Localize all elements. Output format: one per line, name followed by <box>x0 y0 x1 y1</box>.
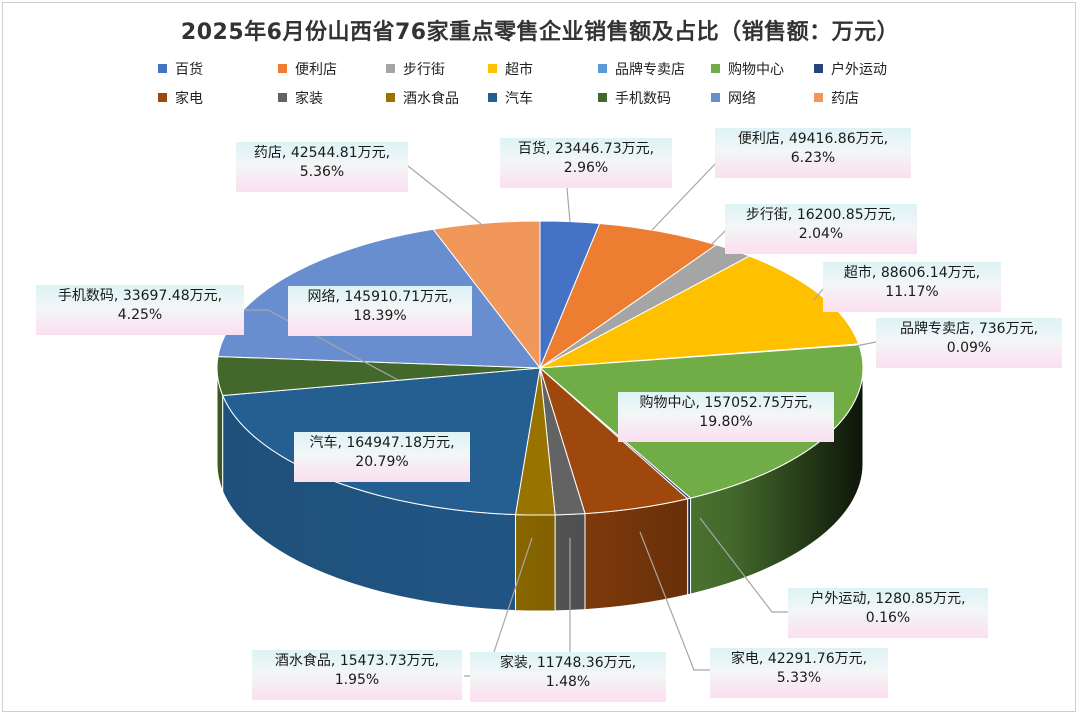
data-label-value: 汽车, 164947.18万元, <box>309 435 455 451</box>
data-label: 药店, 42544.81万元, 5.36% <box>236 142 408 192</box>
legend-label: 药店 <box>831 91 859 107</box>
data-label-value: 户外运动, 1280.85万元, <box>810 591 966 607</box>
legend-swatch <box>598 93 607 102</box>
data-label-percent: 20.79% <box>355 454 409 470</box>
legend-swatch <box>278 64 287 73</box>
leader-line <box>639 531 712 671</box>
legend-label: 购物中心 <box>728 62 784 78</box>
data-label-value: 酒水食品, 15473.73万元, <box>274 653 440 669</box>
legend-label: 品牌专卖店 <box>615 62 685 78</box>
leader-line <box>244 309 399 381</box>
data-label-percent: 1.48% <box>545 674 591 690</box>
legend-label: 户外运动 <box>831 62 887 78</box>
data-label: 酒水食品, 15473.73万元, 1.95% <box>252 650 462 700</box>
data-label-percent: 6.23% <box>790 150 836 166</box>
data-label-value: 购物中心, 157052.75万元, <box>639 395 813 411</box>
legend-swatch <box>814 64 823 73</box>
data-label-value: 药店, 42544.81万元, <box>253 145 391 161</box>
data-label-value: 超市, 88606.14万元, <box>843 265 981 281</box>
data-label-value: 便利店, 49416.86万元, <box>737 131 889 147</box>
legend-label: 家装 <box>295 91 323 107</box>
legend-label: 便利店 <box>295 62 337 78</box>
data-label-percent: 5.36% <box>299 164 345 180</box>
legend-item: 药店 <box>814 91 859 107</box>
data-label-percent: 2.96% <box>563 160 609 176</box>
data-label-value: 家装, 11748.36万元, <box>499 655 637 671</box>
legend-swatch <box>278 93 287 102</box>
legend-swatch <box>386 93 395 102</box>
legend-label: 超市 <box>505 62 533 78</box>
data-label-percent: 0.09% <box>946 340 992 356</box>
legend-item: 超市 <box>488 62 533 78</box>
legend-item: 酒水食品 <box>386 91 459 107</box>
data-label: 户外运动, 1280.85万元, 0.16% <box>788 588 988 638</box>
legend-label: 网络 <box>728 91 756 107</box>
data-label-value: 百货, 23446.73万元, <box>517 141 655 157</box>
legend-item: 便利店 <box>278 62 337 78</box>
legend-item: 户外运动 <box>814 62 887 78</box>
legend-swatch <box>386 64 395 73</box>
legend-swatch <box>711 64 720 73</box>
leader-line <box>813 287 825 301</box>
legend-item: 家电 <box>158 91 203 107</box>
legend-item: 汽车 <box>488 91 533 107</box>
data-label: 家装, 11748.36万元, 1.48% <box>470 652 666 702</box>
legend-item: 家装 <box>278 91 323 107</box>
leader-line <box>566 187 571 223</box>
legend-swatch <box>488 93 497 102</box>
legend-swatch <box>711 93 720 102</box>
legend-swatch <box>598 64 607 73</box>
data-label: 汽车, 164947.18万元, 20.79% <box>294 432 470 482</box>
data-label-value: 步行街, 16200.85万元, <box>745 207 897 223</box>
legend-swatch <box>488 64 497 73</box>
legend-label: 汽车 <box>505 91 533 107</box>
legend-swatch <box>814 93 823 102</box>
data-label-percent: 19.80% <box>699 414 753 430</box>
pie-slice <box>432 220 541 370</box>
data-label: 家电, 42291.76万元, 5.33% <box>710 648 888 698</box>
legend-swatch <box>158 64 167 73</box>
data-label-value: 家电, 42291.76万元, <box>730 651 868 667</box>
legend-item: 购物中心 <box>711 62 784 78</box>
legend-label: 百货 <box>175 62 203 78</box>
data-label: 便利店, 49416.86万元, 6.23% <box>715 128 911 178</box>
data-label-value: 网络, 145910.71万元, <box>307 289 453 305</box>
data-label-value: 手机数码, 33697.48万元, <box>57 288 223 304</box>
pie-slice <box>539 255 860 369</box>
legend-item: 步行街 <box>386 62 445 78</box>
legend-item: 手机数码 <box>598 91 671 107</box>
data-label: 手机数码, 33697.48万元, 4.25% <box>36 285 244 335</box>
leader-line <box>711 229 727 245</box>
leader-line <box>651 161 718 231</box>
leader-line <box>855 341 877 347</box>
chart-title: 2025年6月份山西省76家重点零售企业销售额及占比（销售额：万元） <box>180 20 900 45</box>
legend-item: 百货 <box>158 62 203 78</box>
pie-slice-side <box>515 514 556 612</box>
leader-line <box>699 517 790 613</box>
data-label: 购物中心, 157052.75万元, 19.80% <box>618 392 834 442</box>
pie-slice-side <box>584 498 689 611</box>
legend-item: 网络 <box>711 91 756 107</box>
leader-line <box>407 165 487 229</box>
legend-label: 手机数码 <box>615 91 671 107</box>
legend-item: 品牌专卖店 <box>598 62 685 78</box>
legend-label: 家电 <box>175 91 203 107</box>
legend-label: 步行街 <box>403 62 445 78</box>
data-label: 网络, 145910.71万元, 18.39% <box>288 286 472 336</box>
data-label: 超市, 88606.14万元, 11.17% <box>823 262 1001 312</box>
data-label-percent: 2.04% <box>798 226 844 242</box>
data-label-percent: 4.25% <box>117 307 163 323</box>
data-label-percent: 1.95% <box>334 672 380 688</box>
data-label: 百货, 23446.73万元, 2.96% <box>500 138 672 188</box>
legend-label: 酒水食品 <box>403 91 459 107</box>
data-label-percent: 11.17% <box>885 284 939 300</box>
data-label-value: 品牌专卖店, 736万元, <box>899 321 1039 337</box>
legend-swatch <box>158 93 167 102</box>
data-label-percent: 5.33% <box>776 670 822 686</box>
pie-slice <box>538 223 718 370</box>
data-label: 品牌专卖店, 736万元, 0.09% <box>876 318 1062 368</box>
data-label: 步行街, 16200.85万元, 2.04% <box>725 204 917 254</box>
data-label-percent: 18.39% <box>353 308 407 324</box>
data-label-percent: 0.16% <box>865 610 911 626</box>
